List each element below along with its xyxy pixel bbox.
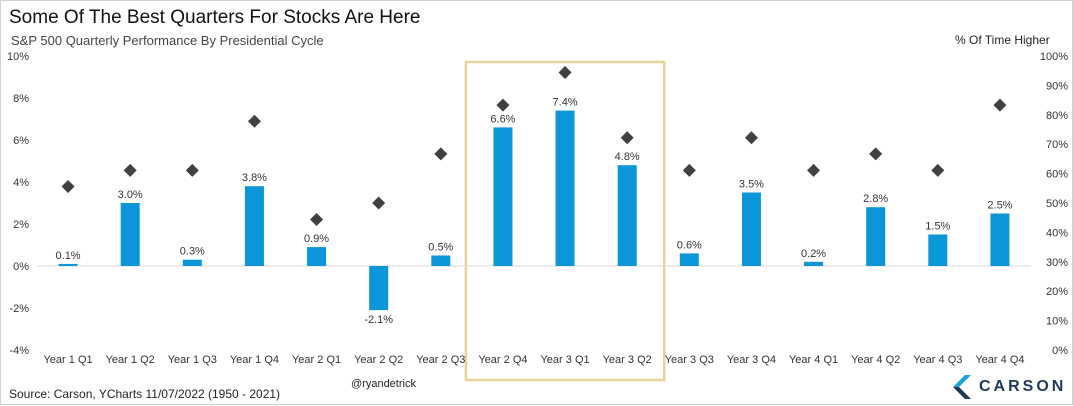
bar	[741, 192, 761, 266]
pct-higher-marker	[247, 114, 261, 128]
bar-value-label: 0.6%	[677, 239, 702, 251]
bar-value-label: 0.3%	[180, 246, 205, 258]
bar	[58, 263, 78, 266]
right-axis-tick-label: 60%	[1046, 169, 1068, 181]
bar	[679, 253, 699, 266]
category-tick-label: Year 2 Q4	[478, 354, 527, 366]
pct-higher-marker	[620, 131, 634, 145]
bar-value-label: 3.0%	[118, 189, 143, 201]
category-tick-label: Year 1 Q4	[230, 354, 279, 366]
bar-value-label: -2.1%	[364, 314, 393, 326]
right-axis-tick-label: 70%	[1046, 139, 1068, 151]
bar-value-label: 0.5%	[428, 242, 453, 254]
pct-higher-marker	[744, 131, 758, 145]
right-axis-title: % Of Time Higher	[955, 33, 1050, 47]
category-tick-label: Year 4 Q1	[789, 354, 838, 366]
left-axis-tick-label: 2%	[13, 219, 29, 231]
bar-value-label: 6.6%	[490, 113, 515, 125]
bar-value-label: 3.8%	[242, 172, 267, 184]
pct-higher-marker	[682, 163, 696, 177]
category-tick-label: Year 4 Q3	[913, 354, 962, 366]
pct-higher-marker	[310, 212, 324, 226]
bar	[431, 255, 451, 266]
carson-logo: CARSON	[949, 373, 1069, 401]
bar	[866, 207, 886, 266]
carson-logo-icon	[953, 375, 971, 399]
category-tick-label: Year 3 Q2	[603, 354, 652, 366]
pct-higher-marker	[123, 163, 137, 177]
bar-value-label: 2.5%	[987, 200, 1012, 212]
right-axis-tick-label: 20%	[1046, 286, 1068, 298]
category-tick-label: Year 3 Q3	[665, 354, 714, 366]
bar-value-label: 2.8%	[863, 193, 888, 205]
left-axis-tick-label: 8%	[13, 93, 29, 105]
bar	[120, 203, 140, 266]
bar-value-label: 7.4%	[553, 97, 578, 109]
bar	[369, 266, 389, 311]
pct-higher-marker	[496, 98, 510, 112]
bar	[617, 165, 637, 266]
right-axis-tick-label: 80%	[1046, 110, 1068, 122]
chart-title: Some Of The Best Quarters For Stocks Are…	[9, 7, 421, 28]
carson-logo-text: CARSON	[979, 378, 1067, 395]
bar	[928, 234, 948, 266]
bar-value-label: 1.5%	[925, 221, 950, 233]
left-axis-tick-label: -4%	[9, 345, 29, 357]
highlight-box	[464, 60, 666, 382]
right-axis-tick-label: 40%	[1046, 227, 1068, 239]
pct-higher-marker	[434, 147, 448, 161]
right-axis-tick-label: 30%	[1046, 257, 1068, 269]
pct-higher-marker	[61, 180, 75, 194]
bar	[244, 186, 264, 266]
category-tick-label: Year 3 Q1	[540, 354, 589, 366]
bar	[182, 259, 202, 266]
bar-value-label: 0.2%	[801, 248, 826, 260]
category-tick-label: Year 2 Q3	[416, 354, 465, 366]
pct-higher-marker	[558, 65, 572, 79]
bar-value-label: 3.5%	[739, 179, 764, 191]
pct-higher-marker	[931, 163, 945, 177]
left-axis-tick-label: -2%	[9, 303, 29, 315]
category-tick-label: Year 2 Q1	[292, 354, 341, 366]
category-tick-label: Year 3 Q4	[727, 354, 776, 366]
chart-subtitle: S&P 500 Quarterly Performance By Preside…	[11, 33, 324, 48]
bar	[555, 110, 575, 266]
right-axis-tick-label: 10%	[1046, 316, 1068, 328]
pct-higher-marker	[869, 147, 883, 161]
bar-value-label: 0.9%	[304, 233, 329, 245]
bar	[990, 213, 1010, 266]
category-tick-label: Year 1 Q1	[43, 354, 92, 366]
left-axis-tick-label: 10%	[7, 51, 29, 63]
author-handle: @ryandetrick	[351, 378, 416, 390]
bar	[804, 261, 824, 266]
bar	[307, 247, 327, 266]
left-axis-tick-label: 4%	[13, 177, 29, 189]
bar	[493, 127, 513, 267]
category-tick-label: Year 4 Q4	[975, 354, 1024, 366]
category-tick-label: Year 4 Q2	[851, 354, 900, 366]
bar-value-label: 0.1%	[56, 250, 81, 262]
right-axis-tick-label: 100%	[1040, 51, 1068, 63]
bar-value-label: 4.8%	[615, 151, 640, 163]
pct-higher-marker	[185, 163, 199, 177]
pct-higher-marker	[807, 163, 821, 177]
pct-higher-marker	[372, 196, 386, 210]
left-axis-tick-label: 0%	[13, 261, 29, 273]
source-note: Source: Carson, YCharts 11/07/2022 (1950…	[9, 387, 281, 401]
right-axis-tick-label: 90%	[1046, 80, 1068, 92]
pct-higher-marker	[993, 98, 1007, 112]
category-tick-label: Year 1 Q2	[106, 354, 155, 366]
category-tick-label: Year 1 Q3	[168, 354, 217, 366]
right-axis-tick-label: 50%	[1046, 198, 1068, 210]
left-axis-tick-label: 6%	[13, 135, 29, 147]
category-tick-label: Year 2 Q2	[354, 354, 403, 366]
right-axis-tick-label: 0%	[1052, 345, 1068, 357]
